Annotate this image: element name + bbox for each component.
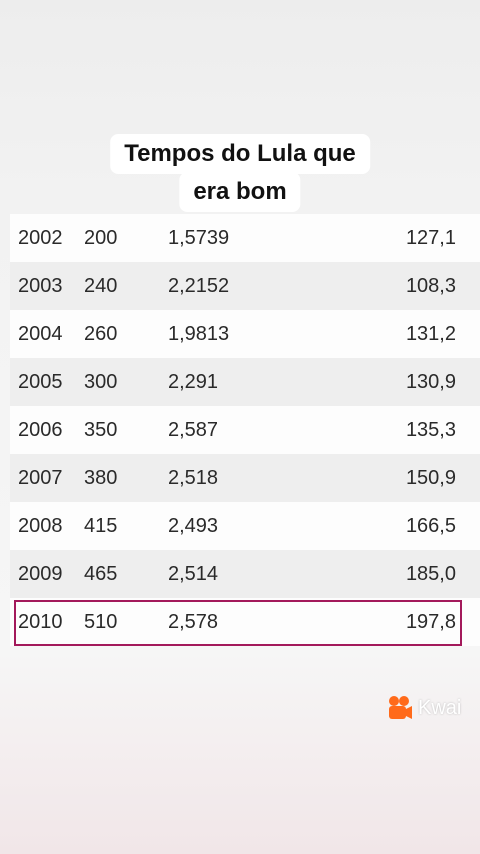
data-table: 2002 200 1,5739 127,1 2003 240 2,2152 108,3 2004… <box>10 214 480 646</box>
table-cell: 510 <box>84 611 118 633</box>
caption-line: era bom <box>179 172 301 212</box>
table-cell: 2005 <box>18 371 63 393</box>
table-cell: 300 <box>84 371 118 393</box>
table-row: 2004 260 1,9813 131,2 <box>10 310 480 358</box>
table-cell: 135,3 <box>405 419 456 441</box>
table-cell: 2,587 <box>168 419 219 441</box>
table-cell: 2,514 <box>168 563 219 585</box>
table-cell: 260 <box>84 323 118 345</box>
table-cell: 108,3 <box>405 275 456 297</box>
table-cell: 166,5 <box>405 515 456 537</box>
table-cell: 240 <box>84 275 118 297</box>
table-cell: 127,1 <box>405 227 456 249</box>
table-row: 2007 380 2,518 150,9 <box>10 454 480 502</box>
table-cell: 465 <box>84 563 118 585</box>
table-cell: 2,578 <box>168 611 219 633</box>
table-row: 2006 350 2,587 135,3 <box>10 406 480 454</box>
table-row: 2002 200 1,5739 127,1 <box>10 214 480 262</box>
table-cell: 185,0 <box>405 563 456 585</box>
table-cell: 415 <box>84 515 118 537</box>
table-cell: 2007 <box>18 467 63 489</box>
table-cell: 2004 <box>18 323 63 345</box>
table-cell: 380 <box>84 467 118 489</box>
table-cell: 2006 <box>18 419 63 441</box>
watermark: Kwai <box>386 694 461 722</box>
table-row: 2008 415 2,493 166,5 <box>10 502 480 550</box>
table-cell: 2,493 <box>168 515 219 537</box>
table-cell: 2,291 <box>168 371 219 393</box>
table-cell: 2003 <box>18 275 63 297</box>
table-row: 2003 240 2,2152 108,3 <box>10 262 480 310</box>
table-cell: 197,8 <box>405 611 456 633</box>
watermark-brand: Kwai <box>418 696 462 719</box>
table-cell: 200 <box>84 227 118 249</box>
table-cell: 1,5739 <box>168 227 230 249</box>
table-cell: 130,9 <box>405 371 456 393</box>
table-cell: 2009 <box>18 563 63 585</box>
table-row: 2005 300 2,291 130,9 <box>10 358 480 406</box>
caption-line: Tempos do Lula que <box>110 134 370 174</box>
table-cell: 1,9813 <box>168 323 230 345</box>
table-cell: 150,9 <box>405 467 456 489</box>
table-row: 2009 465 2,514 185,0 <box>10 550 480 598</box>
table-cell: 350 <box>84 419 118 441</box>
table-row: 2010 510 2,578 197,8 <box>10 598 480 646</box>
table-cell: 2008 <box>18 515 63 537</box>
table-cell: 2,518 <box>168 467 219 489</box>
table-cell: 2,2152 <box>168 275 230 297</box>
kwai-logo <box>389 696 412 719</box>
table-cell: 131,2 <box>405 323 456 345</box>
table-cell: 2002 <box>18 227 63 249</box>
table-cell: 2010 <box>18 611 63 633</box>
